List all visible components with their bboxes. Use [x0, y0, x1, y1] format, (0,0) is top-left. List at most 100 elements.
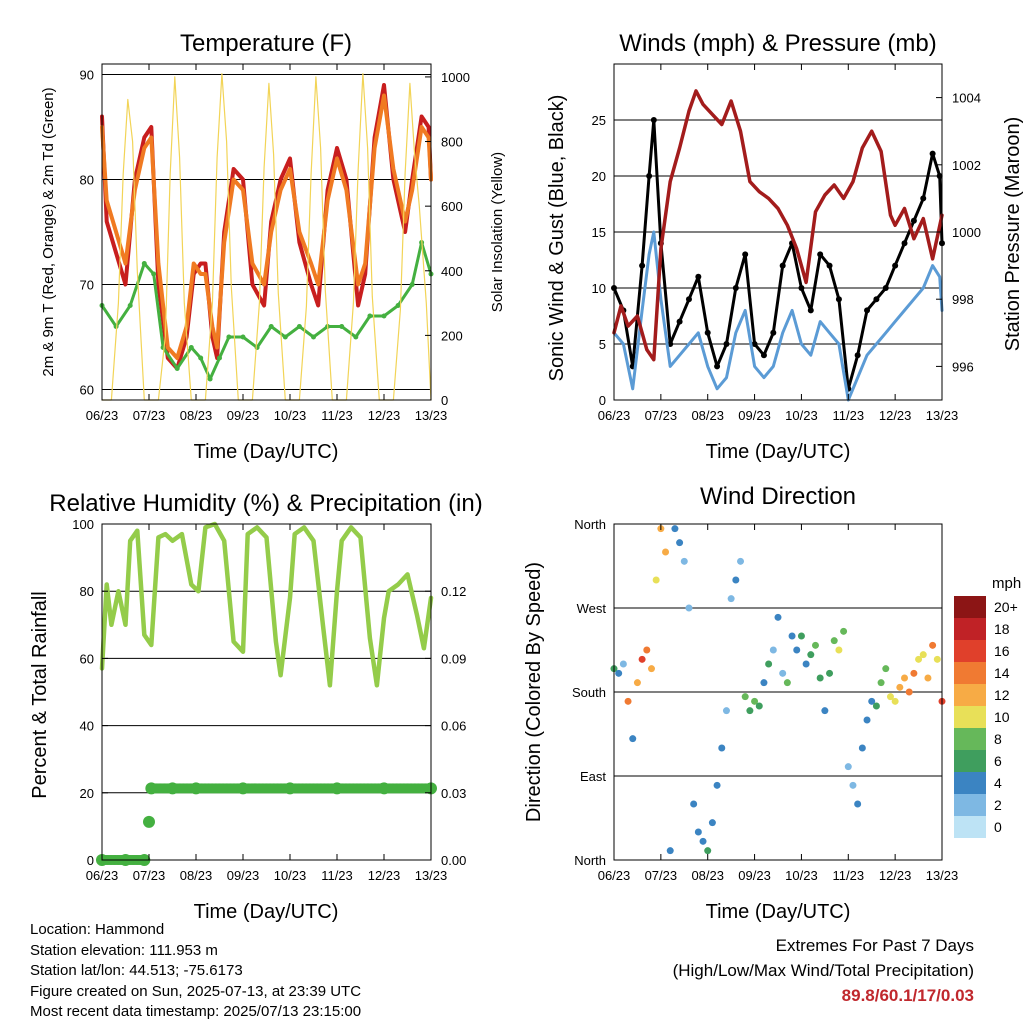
gust-point [760, 352, 767, 359]
gust-point [882, 285, 889, 291]
y2-tick-label: 600 [441, 199, 463, 214]
dewpoint-point [339, 324, 345, 329]
gust-point [695, 273, 702, 280]
y-tick-label: North [574, 853, 606, 868]
direction-point [774, 613, 782, 621]
direction-point [694, 828, 702, 836]
direction-point [826, 669, 834, 677]
colorbar-swatch [954, 618, 986, 640]
x-tick-label: 09/23 [738, 868, 771, 883]
y2-tick-label: 998 [952, 292, 974, 307]
direction-point [638, 655, 646, 663]
dewpoint-point [151, 271, 157, 277]
humidity-title: Relative Humidity (%) & Precipitation (i… [49, 490, 482, 517]
dewpoint-point [217, 355, 222, 361]
y2-tick-label: 800 [441, 135, 463, 150]
gust-point [826, 262, 833, 269]
temperature-plot-frame [101, 63, 432, 401]
y2-tick-label: 1004 [952, 91, 981, 106]
y-tick-label: 40 [80, 719, 94, 734]
y2-tick-label: 400 [441, 264, 463, 279]
direction-point [905, 688, 913, 696]
humidity-panel: Relative Humidity (%) & Precipitation (i… [29, 490, 483, 923]
dewpoint-point [240, 334, 246, 340]
direction-point [896, 683, 904, 691]
colorbar-swatch [954, 772, 986, 794]
direction-point [779, 669, 787, 677]
colorbar-swatch [954, 816, 986, 838]
x-tick-label: 06/23 [598, 868, 631, 883]
temperature-panel: Temperature (F) 06/23 07/23 08/23 09/23 10/2… [40, 30, 506, 463]
direction-point [671, 525, 679, 533]
y2-tick-label: 0 [441, 393, 448, 408]
extremes-heading: Extremes For Past 7 Days [775, 936, 974, 955]
direction-point [886, 693, 894, 701]
y-tick-label: 0 [599, 393, 606, 408]
direction-point [727, 595, 735, 603]
direction-point [699, 837, 707, 845]
x-tick-label: 12/23 [879, 408, 912, 423]
gust-point [639, 262, 646, 269]
x-tick-label: 11/23 [832, 408, 864, 423]
colorbar-label: 0 [994, 819, 1002, 835]
gust-point [676, 318, 683, 325]
x-tick-label: 08/23 [691, 868, 724, 883]
direction-point [835, 646, 843, 654]
humidity-ylabel: Percent & Total Rainfall [29, 591, 51, 799]
x-tick-label: 13/23 [926, 868, 959, 883]
x-tick-label: 12/23 [368, 408, 401, 423]
x-tick-label: 12/23 [879, 868, 912, 883]
y-tick-label: 15 [592, 225, 606, 240]
y-tick-label: East [580, 769, 606, 784]
colorbar-label: 16 [994, 643, 1010, 659]
direction-point [807, 651, 815, 659]
dewpoint-point [174, 366, 180, 371]
colorbar-swatch [954, 596, 986, 618]
gust-point [742, 251, 749, 258]
direction-point [713, 781, 721, 789]
direction-point [849, 781, 857, 789]
y2-tick-label: 1000 [952, 225, 981, 240]
y-tick-label: 10 [592, 281, 606, 296]
y2-tick-label: 0.06 [441, 719, 466, 734]
direction-point [872, 702, 880, 710]
x-tick-label: 08/23 [691, 408, 724, 423]
direction-point [629, 735, 637, 743]
temperature-ylabel: 2m & 9m T (Red, Orange) & 2m Td (Green) [40, 87, 57, 376]
direction-point [769, 646, 777, 654]
gust-point [685, 296, 692, 303]
y-tick-label: 100 [72, 517, 94, 532]
dewpoint-point [311, 334, 316, 340]
dewpoint-point [409, 282, 415, 287]
direction-point [882, 665, 890, 673]
direction-point [680, 557, 688, 565]
x-tick-label: 10/23 [785, 868, 818, 883]
direction-point [844, 763, 852, 771]
gust-point [901, 240, 908, 247]
direction-point [919, 651, 927, 659]
colorbar-label: 8 [994, 731, 1002, 747]
direction-point [797, 632, 805, 640]
colorbar-label: 14 [994, 665, 1010, 681]
gust-point [817, 251, 824, 258]
y2-tick-label: 0.12 [441, 584, 466, 599]
gust-point [723, 341, 730, 347]
gust-point [714, 363, 721, 370]
colorbar-swatch [954, 794, 986, 816]
gust-point [920, 195, 927, 202]
direction-point [732, 576, 740, 584]
colorbar-unit: mph [992, 575, 1021, 592]
direction-point [704, 847, 712, 855]
direction-point [741, 693, 749, 701]
direction-point [633, 679, 641, 687]
x-tick-label: 07/23 [645, 408, 678, 423]
x-tick-label: 07/23 [645, 868, 678, 883]
station-latlon: Station lat/lon: 44.513; -75.6173 [30, 962, 243, 979]
x-tick-label: 09/23 [227, 868, 260, 883]
direction-point [755, 702, 763, 710]
dewpoint-point [188, 345, 194, 350]
colorbar-label: 12 [994, 687, 1010, 703]
dewpoint-point [395, 303, 401, 308]
direction-point [816, 674, 824, 682]
